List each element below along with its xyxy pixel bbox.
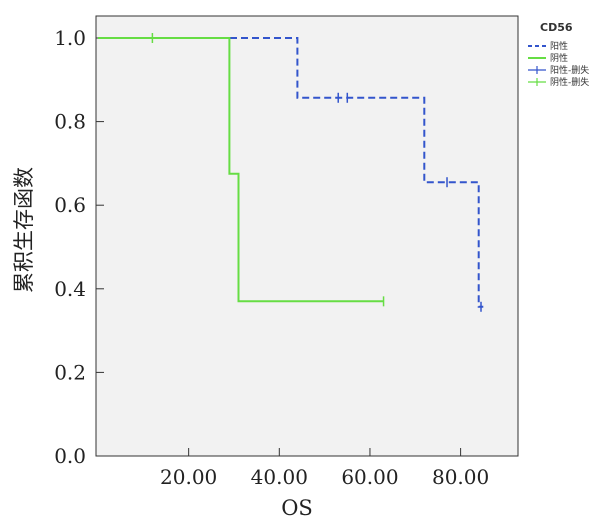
y-tick-label: 1.0: [54, 26, 86, 50]
y-tick-label: 0.6: [54, 193, 86, 217]
series-layer: [98, 33, 484, 312]
legend-label: 阳性-删失: [550, 64, 589, 76]
y-tick-label: 0.2: [54, 360, 86, 384]
x-tick-label: 20.00: [160, 465, 217, 489]
x-axis-title: OS: [281, 496, 313, 520]
y-tick-label: 0.8: [54, 110, 86, 134]
legend-label: 阴性: [550, 52, 568, 64]
x-tick-label: 40.00: [251, 465, 308, 489]
y-tick-label: 0.0: [54, 444, 86, 468]
x-tick-label: 60.00: [341, 465, 398, 489]
series-line-1: [98, 37, 484, 308]
x-axis: 20.00 40.00 60.00 80.00: [160, 448, 489, 489]
plot-background: [95, 15, 519, 457]
y-axis-title: 累积生存函数: [12, 167, 36, 293]
series-line-2: [98, 37, 384, 303]
y-axis: 0.0 0.2 0.4 0.6 0.8 1.0: [54, 26, 104, 468]
x-tick-label: 80.00: [432, 465, 489, 489]
legend-label: 阴性-删失: [550, 76, 589, 88]
y-tick-label: 0.4: [54, 277, 86, 301]
legend-title: CD56: [540, 21, 573, 34]
legend-label: 阳性: [550, 40, 568, 52]
